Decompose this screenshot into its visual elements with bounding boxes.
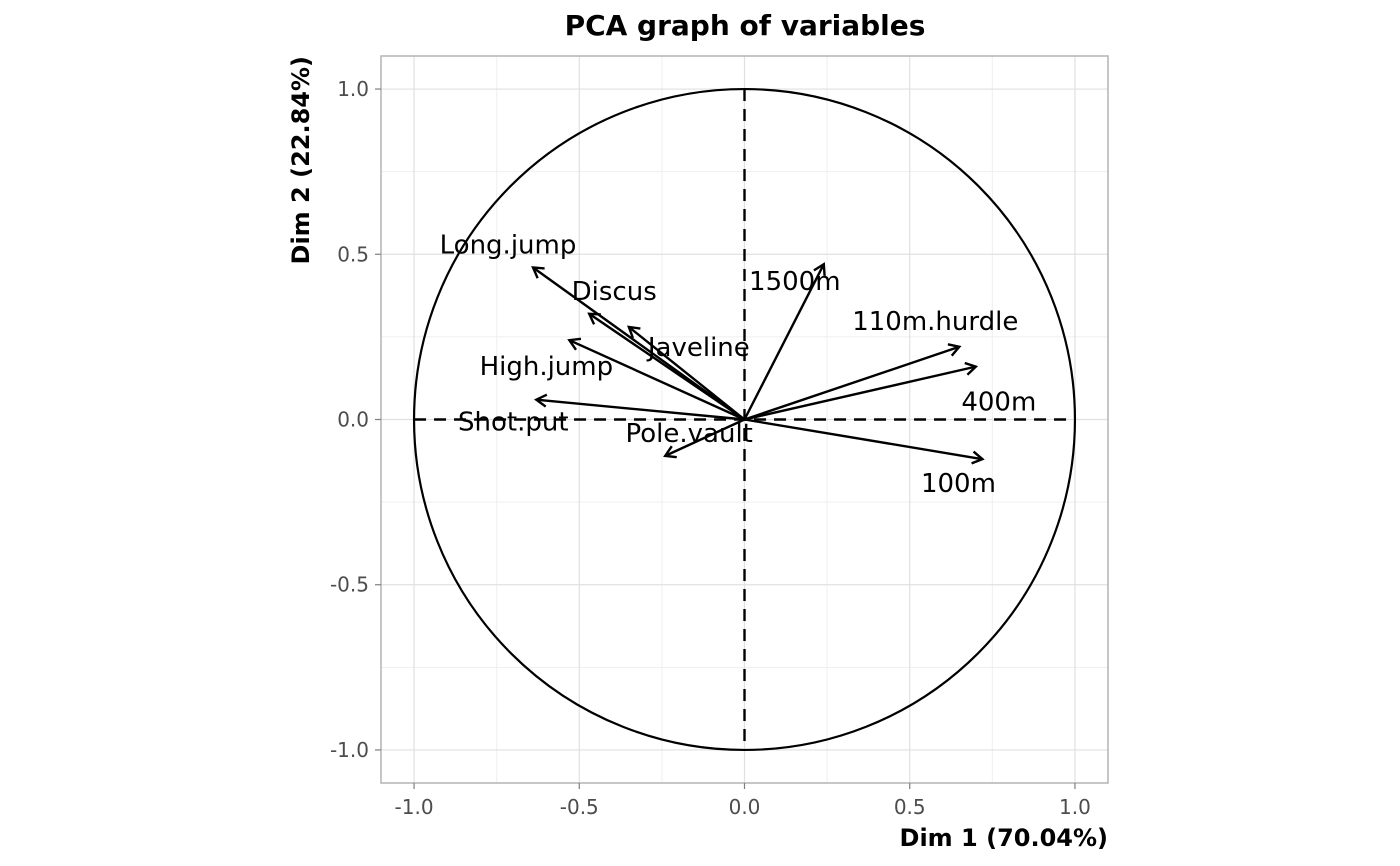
label-pole-vault: Pole.vault [626,419,753,449]
variable-arrows [533,264,982,459]
arrow-100m [744,418,983,460]
label-400m: 400m [961,388,1036,418]
y-tick-label: 1.0 [337,77,369,101]
label-110m-hurdle: 110m.hurdle [852,307,1018,337]
x-tick-label: -1.0 [395,795,434,819]
label-javeline: Javeline [646,333,750,363]
chart-title: PCA graph of variables [565,9,926,42]
label-long-jump: Long.jump [440,230,577,260]
variable-labels: Long.jump Discus 1500m 110m.hurdle Javeline H… [440,230,1037,499]
label-100m: 100m [921,469,996,499]
label-high-jump: High.jump [480,352,614,382]
x-axis-title: Dim 1 (70.04%) [900,824,1108,852]
arrow-400m [744,367,976,421]
arrow-1500m [743,264,824,421]
arrow-high-jump [569,340,745,421]
y-tick-label: 0.0 [337,408,369,432]
arrow-discus [589,314,746,421]
x-tick-label: 0.0 [729,795,761,819]
arrow-javeline [629,327,746,421]
label-1500m: 1500m [749,267,841,297]
x-tick-label: -0.5 [560,795,599,819]
arrow-pole-vault [665,418,745,456]
x-tick-label: 1.0 [1059,795,1091,819]
arrow-shot-put [536,400,745,421]
y-tick-label: -0.5 [330,573,369,597]
arrow-110m-hurdle [744,347,960,421]
y-tick-label: 0.5 [337,242,369,266]
label-shot-put: Shot.put [458,408,569,438]
label-discus: Discus [572,277,657,307]
y-tick-label: -1.0 [330,738,369,762]
x-tick-label: 0.5 [894,795,926,819]
y-axis-title: Dim 2 (22.84%) [287,56,315,264]
axis-ticks: -1.0 -0.5 0.0 0.5 1.0 -1.0 -0.5 0.0 0.5 1.0 [330,77,1091,819]
